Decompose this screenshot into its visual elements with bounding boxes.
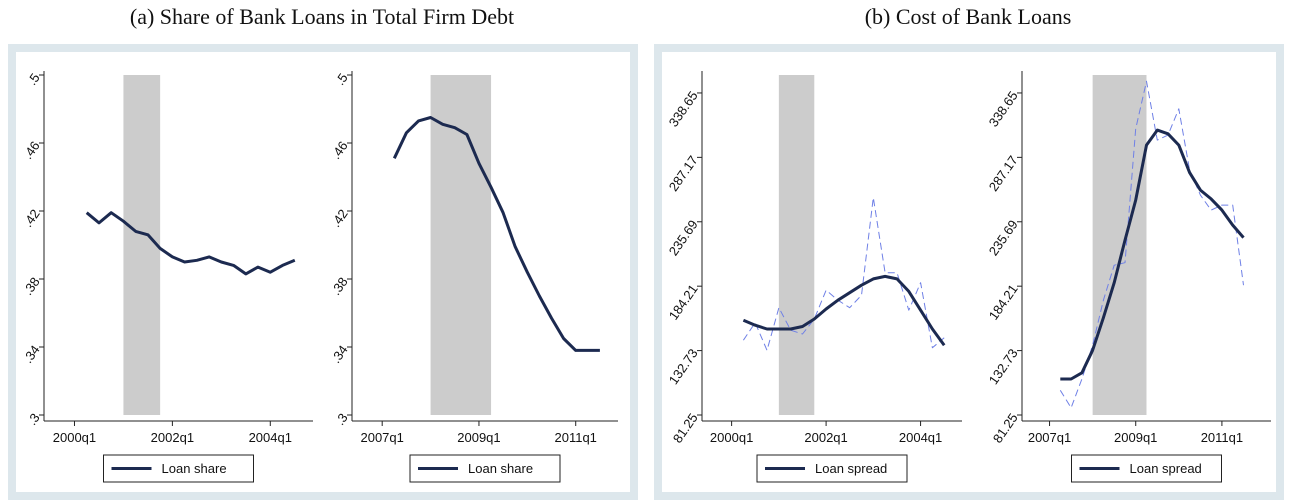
x-tick-label: 2004q1 <box>899 430 942 445</box>
x-tick-label: 2007q1 <box>360 430 403 445</box>
panel-title: (b) Cost of Bank Loans <box>865 4 1072 29</box>
series-line <box>85 211 296 276</box>
x-tick-label: 2009q1 <box>1114 430 1157 445</box>
series-line <box>392 116 600 352</box>
x-tick-label: 2011q1 <box>1201 430 1243 445</box>
shaded-region <box>123 75 161 415</box>
x-tick-label: 2000q1 <box>710 430 753 445</box>
x-tick-label: 2002q1 <box>804 430 847 445</box>
legend-label: Loan spread <box>815 461 887 476</box>
shaded-region <box>1092 75 1147 415</box>
x-tick-label: 2007q1 <box>1028 430 1071 445</box>
series-line <box>1060 128 1245 381</box>
x-tick-label: 2004q1 <box>249 430 292 445</box>
legend-label: Loan share <box>162 461 227 476</box>
legend-label: Loan share <box>468 461 533 476</box>
series-line <box>742 274 946 347</box>
shaded-region <box>430 75 492 415</box>
x-tick-label: 2009q1 <box>457 430 500 445</box>
panel-frame <box>8 44 638 500</box>
x-tick-label: 2011q1 <box>555 430 597 445</box>
x-tick-label: 2000q1 <box>53 430 96 445</box>
panel-title: (a) Share of Bank Loans in Total Firm De… <box>130 4 514 29</box>
panel-frame <box>654 44 1284 500</box>
shaded-region <box>778 75 815 415</box>
x-tick-label: 2002q1 <box>151 430 194 445</box>
legend-label: Loan spread <box>1130 461 1202 476</box>
